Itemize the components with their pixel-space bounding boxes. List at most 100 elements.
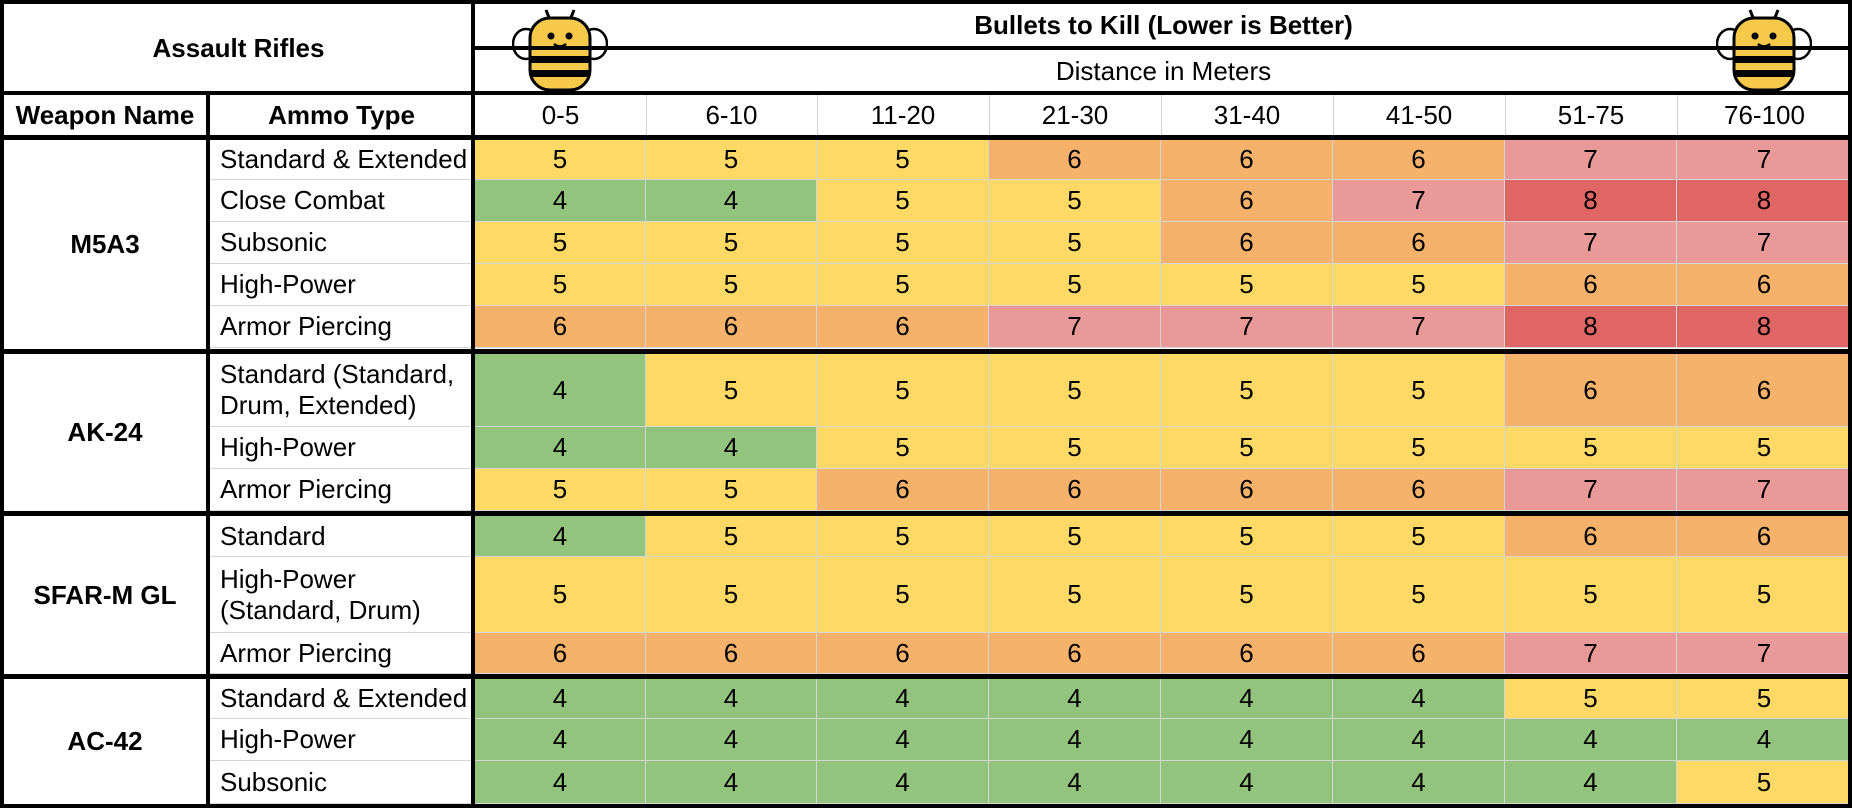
ammo-type-line: Subsonic — [220, 227, 327, 257]
grid-line — [1161, 95, 1162, 135]
ammo-type-line: Standard & Extended — [220, 144, 468, 174]
bullet-count-cell: 6 — [1333, 140, 1505, 180]
bullet-count-cell: 5 — [1333, 264, 1505, 306]
bullet-count-cell: 6 — [1505, 516, 1677, 557]
weapon-name: AC-42 — [67, 726, 143, 756]
bullet-count-cell: 7 — [1677, 222, 1852, 264]
bullet-count-cell: 6 — [1505, 354, 1677, 427]
bullet-count-cell: 4 — [1161, 679, 1333, 719]
ammo-type: Armor Piercing — [210, 469, 473, 511]
bullet-count-cell: 4 — [475, 679, 646, 719]
distance-header: 76-100 — [1724, 99, 1805, 130]
bullet-count-cell: 7 — [1333, 180, 1505, 222]
bee-icon — [1716, 9, 1812, 92]
bullet-count-cell: 4 — [475, 719, 646, 761]
bullet-count-cell: 6 — [817, 469, 989, 511]
bullet-count-cell: 5 — [646, 557, 817, 633]
grid-line — [989, 95, 990, 135]
bullet-count-cell: 5 — [1161, 264, 1333, 306]
ammo-type-line: (Standard, Drum) — [220, 594, 421, 625]
bullet-count-cell: 4 — [817, 761, 989, 804]
bullet-count-cell: 5 — [989, 354, 1161, 427]
bullet-count-cell: 6 — [1161, 633, 1333, 674]
bullet-count-cell: 8 — [1505, 180, 1677, 222]
bullet-count-cell: 5 — [1677, 427, 1852, 469]
ammo-type: Standard (Standard, Drum, Extended) — [210, 354, 473, 427]
bullet-count-cell: 5 — [1161, 516, 1333, 557]
table-border — [0, 0, 1852, 4]
ammo-type-line: Drum, Extended) — [220, 390, 417, 420]
ammo-type: Armor Piercing — [210, 633, 473, 674]
bullet-count-cell: 5 — [1333, 557, 1505, 633]
table-border — [0, 674, 1852, 679]
ammo-type: Close Combat — [210, 180, 473, 222]
grid-line — [646, 95, 647, 135]
bullet-count-cell: 5 — [1505, 679, 1677, 719]
ammo-type-line: Subsonic — [220, 766, 327, 797]
ammo-type: Subsonic — [210, 222, 473, 264]
bullet-count-cell: 4 — [475, 761, 646, 804]
bullet-count-cell: 5 — [817, 222, 989, 264]
bee-icon — [512, 9, 608, 92]
table-border — [0, 804, 1852, 808]
bullet-count-cell: 5 — [1333, 354, 1505, 427]
bullet-count-cell: 5 — [1505, 557, 1677, 633]
bullet-count-cell: 4 — [989, 679, 1161, 719]
distance-header: 0-5 — [541, 99, 580, 130]
table-border — [1848, 0, 1852, 808]
bullet-count-cell: 4 — [1333, 719, 1505, 761]
bullet-count-cell: 6 — [817, 633, 989, 674]
bullet-count-cell: 6 — [1161, 222, 1333, 264]
bullet-count-cell: 4 — [1161, 761, 1333, 804]
ammo-type-line: High-Power — [220, 269, 356, 299]
bullet-count-cell: 5 — [817, 354, 989, 427]
bullet-count-cell: 5 — [475, 469, 646, 511]
bullet-count-cell: 7 — [1505, 222, 1677, 264]
grid-line — [1505, 95, 1506, 135]
ammo-type-line: High-Power — [220, 432, 356, 462]
ammo-type-line: High-Power — [220, 563, 356, 594]
table-border — [0, 135, 1852, 140]
bullet-count-cell: 7 — [1161, 306, 1333, 348]
weapon-name: SFAR-M GL — [33, 579, 177, 610]
bullet-count-cell: 6 — [646, 306, 817, 348]
grid-line — [817, 95, 818, 135]
grid-line — [1677, 95, 1678, 135]
table-border — [0, 91, 1852, 95]
bullet-count-cell: 4 — [646, 427, 817, 469]
table-border — [0, 0, 4, 808]
bullet-count-cell: 4 — [989, 761, 1161, 804]
ammo-type-line: Armor Piercing — [220, 474, 392, 504]
bullet-count-cell: 6 — [989, 633, 1161, 674]
bullet-count-cell: 5 — [1333, 427, 1505, 469]
bullet-count-cell: 5 — [1161, 427, 1333, 469]
ammo-type: High-Power — [210, 264, 473, 306]
bullet-count-cell: 7 — [1333, 306, 1505, 348]
ammo-type-line: Armor Piercing — [220, 637, 392, 668]
bullet-count-cell: 4 — [475, 427, 646, 469]
category-title: Assault Rifles — [152, 32, 325, 63]
bullet-count-cell: 5 — [646, 469, 817, 511]
bullet-count-cell: 6 — [1677, 516, 1852, 557]
ammo-type-line: Standard — [220, 520, 326, 551]
bullet-count-cell: 5 — [989, 557, 1161, 633]
bullet-count-cell: 5 — [646, 264, 817, 306]
bullet-count-cell: 5 — [646, 222, 817, 264]
bullet-count-cell: 5 — [817, 516, 989, 557]
bullet-count-cell: 6 — [1161, 469, 1333, 511]
main-title: Bullets to Kill (Lower is Better) — [974, 9, 1353, 40]
bullet-count-cell: 7 — [989, 306, 1161, 348]
ammo-type: Subsonic — [210, 761, 473, 804]
bullet-count-cell: 7 — [1505, 633, 1677, 674]
bullet-count-cell: 5 — [817, 427, 989, 469]
weapon-name: M5A3 — [70, 228, 140, 259]
bullet-count-cell: 5 — [1161, 354, 1333, 427]
bullet-count-cell: 6 — [475, 633, 646, 674]
bullet-count-cell: 5 — [646, 516, 817, 557]
bullet-count-cell: 4 — [1333, 679, 1505, 719]
bullet-count-cell: 6 — [1333, 469, 1505, 511]
bullet-count-cell: 5 — [989, 516, 1161, 557]
bullet-count-cell: 6 — [1677, 264, 1852, 306]
bullet-count-cell: 6 — [1161, 140, 1333, 180]
